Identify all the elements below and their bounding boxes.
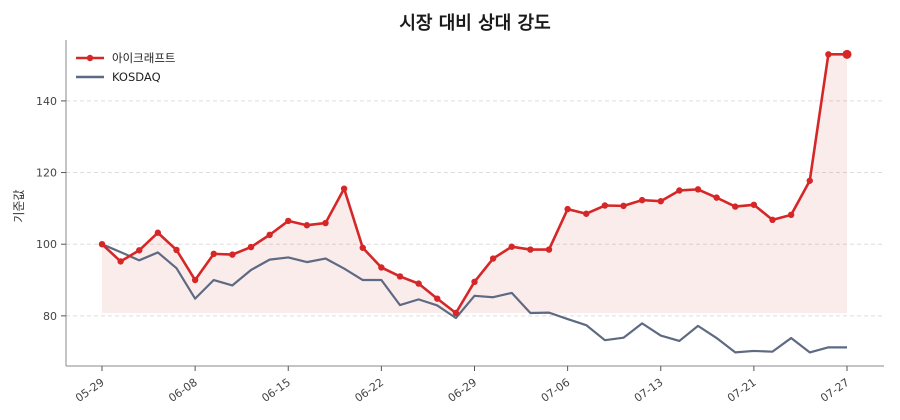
data-point [154,229,162,236]
x-tick-label: 07-21 [725,376,759,405]
x-tick-label: 06-22 [352,376,386,405]
x-tick-label: 07-13 [632,376,666,405]
y-tick-label: 80 [43,310,57,323]
y-axis-label: 기준값 [12,189,26,222]
data-point [117,258,124,265]
data-point [825,51,832,58]
series-line-kosdaq [101,243,847,354]
y-tick-label: 140 [36,95,57,108]
x-tick-label: 06-15 [259,376,293,405]
data-point [266,231,273,239]
data-point [471,278,478,286]
data-point [247,243,255,251]
data-point [806,177,813,184]
legend-marker [86,54,94,62]
data-point [452,309,460,317]
data-point [229,251,236,258]
grid [66,100,884,317]
legend-label: KOSDAQ [112,70,161,84]
data-point [98,240,106,248]
fill-area-primary [102,54,847,313]
data-point [601,202,609,209]
data-point [378,264,385,271]
data-point [322,219,329,227]
series-layer [98,49,852,354]
data-point [750,201,758,208]
data-point [340,185,348,192]
x-tick-label: 07-27 [818,376,852,405]
fill-area [102,54,847,313]
data-point [545,246,553,253]
data-point [769,216,776,224]
data-point [620,202,627,210]
legend: 아이크래프트 KOSDAQ [76,51,175,84]
y-tick-label: 120 [36,167,57,180]
data-point [583,210,590,217]
data-point [787,211,795,219]
data-point [657,198,664,205]
data-point [303,222,311,229]
data-point [564,205,571,213]
axes [65,40,884,367]
x-tick-label: 06-08 [166,376,200,405]
data-point [434,295,441,302]
data-point [210,250,217,258]
data-point [359,244,366,251]
data-point [173,246,180,254]
x-tick-label: 05-29 [73,376,107,405]
data-point [676,187,683,194]
data-point [489,255,497,262]
data-point [713,194,720,201]
data-point [191,276,199,284]
data-point [396,273,404,280]
data-point [732,203,739,210]
data-point [136,247,143,254]
data-point [285,217,292,225]
x-tick-label: 06-29 [446,376,480,405]
data-point [842,49,852,59]
data-point [415,280,422,287]
data-point [638,196,646,204]
legend-label: 아이크래프트 [112,51,175,65]
data-point [508,243,515,250]
data-point [527,246,534,253]
y-tick-label: 100 [36,238,57,251]
x-tick-label: 07-06 [539,376,573,405]
chart-title: 시장 대비 상대 강도 [399,13,550,34]
data-point [694,186,702,193]
